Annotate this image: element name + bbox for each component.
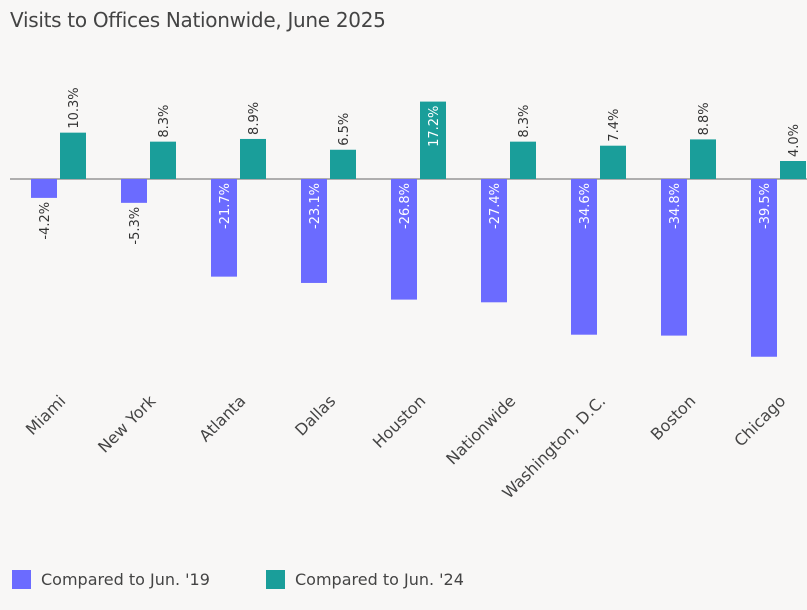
category-label: Atlanta [195,391,249,445]
legend-label-jun24: Compared to Jun. '24 [295,570,464,589]
data-label: -34.6% [578,183,593,229]
bar-jun24 [780,161,806,179]
data-label: -27.4% [488,183,503,229]
data-label: 10.3% [67,87,82,128]
data-label: 8.9% [247,102,262,135]
data-label: 6.5% [337,113,352,146]
bar-jun24 [330,149,356,179]
data-label: 8.3% [157,105,172,138]
bar-jun19 [121,179,147,203]
data-label: 8.8% [697,102,712,135]
data-label: -21.7% [218,183,233,229]
bar-jun19 [661,179,687,336]
data-label: 8.3% [517,105,532,138]
bar-jun19 [751,179,777,357]
data-label: -39.5% [758,183,773,229]
category-label: Dallas [291,391,339,439]
legend-item-jun19: Compared to Jun. '19 [12,570,210,589]
bar-jun24 [690,139,716,179]
data-label: -26.8% [398,183,413,229]
bar-jun19 [211,179,237,277]
data-label: 17.2% [427,106,442,147]
data-label: -23.1% [308,183,323,229]
category-label: Houston [369,391,429,451]
legend-swatch-jun19 [12,570,31,589]
legend-swatch-jun24 [266,570,285,589]
category-label: Chicago [730,391,789,450]
bar-jun24 [600,145,626,179]
data-label: 7.4% [607,109,622,142]
data-label: -5.3% [128,207,143,245]
bar-jun24 [60,132,86,179]
category-label: New York [94,391,160,457]
bar-jun19 [31,179,57,198]
data-label: -4.2% [38,202,53,240]
bar-jun19 [391,179,417,300]
chart-title: Visits to Offices Nationwide, June 2025 [10,8,386,32]
bar-jun24 [420,101,446,179]
bar-jun19 [481,179,507,303]
bar-jun19 [571,179,597,335]
category-label: Miami [22,391,69,438]
legend-item-jun24: Compared to Jun. '24 [266,570,464,589]
data-label: -34.8% [668,183,683,229]
category-label: Boston [647,391,700,444]
bar-jun24 [510,141,536,179]
bar-jun19 [301,179,327,283]
category-label: Nationwide [442,391,519,468]
bar-jun24 [150,141,176,179]
data-label: 4.0% [787,124,802,157]
bar-jun24 [240,138,266,179]
legend-label-jun19: Compared to Jun. '19 [41,570,210,589]
